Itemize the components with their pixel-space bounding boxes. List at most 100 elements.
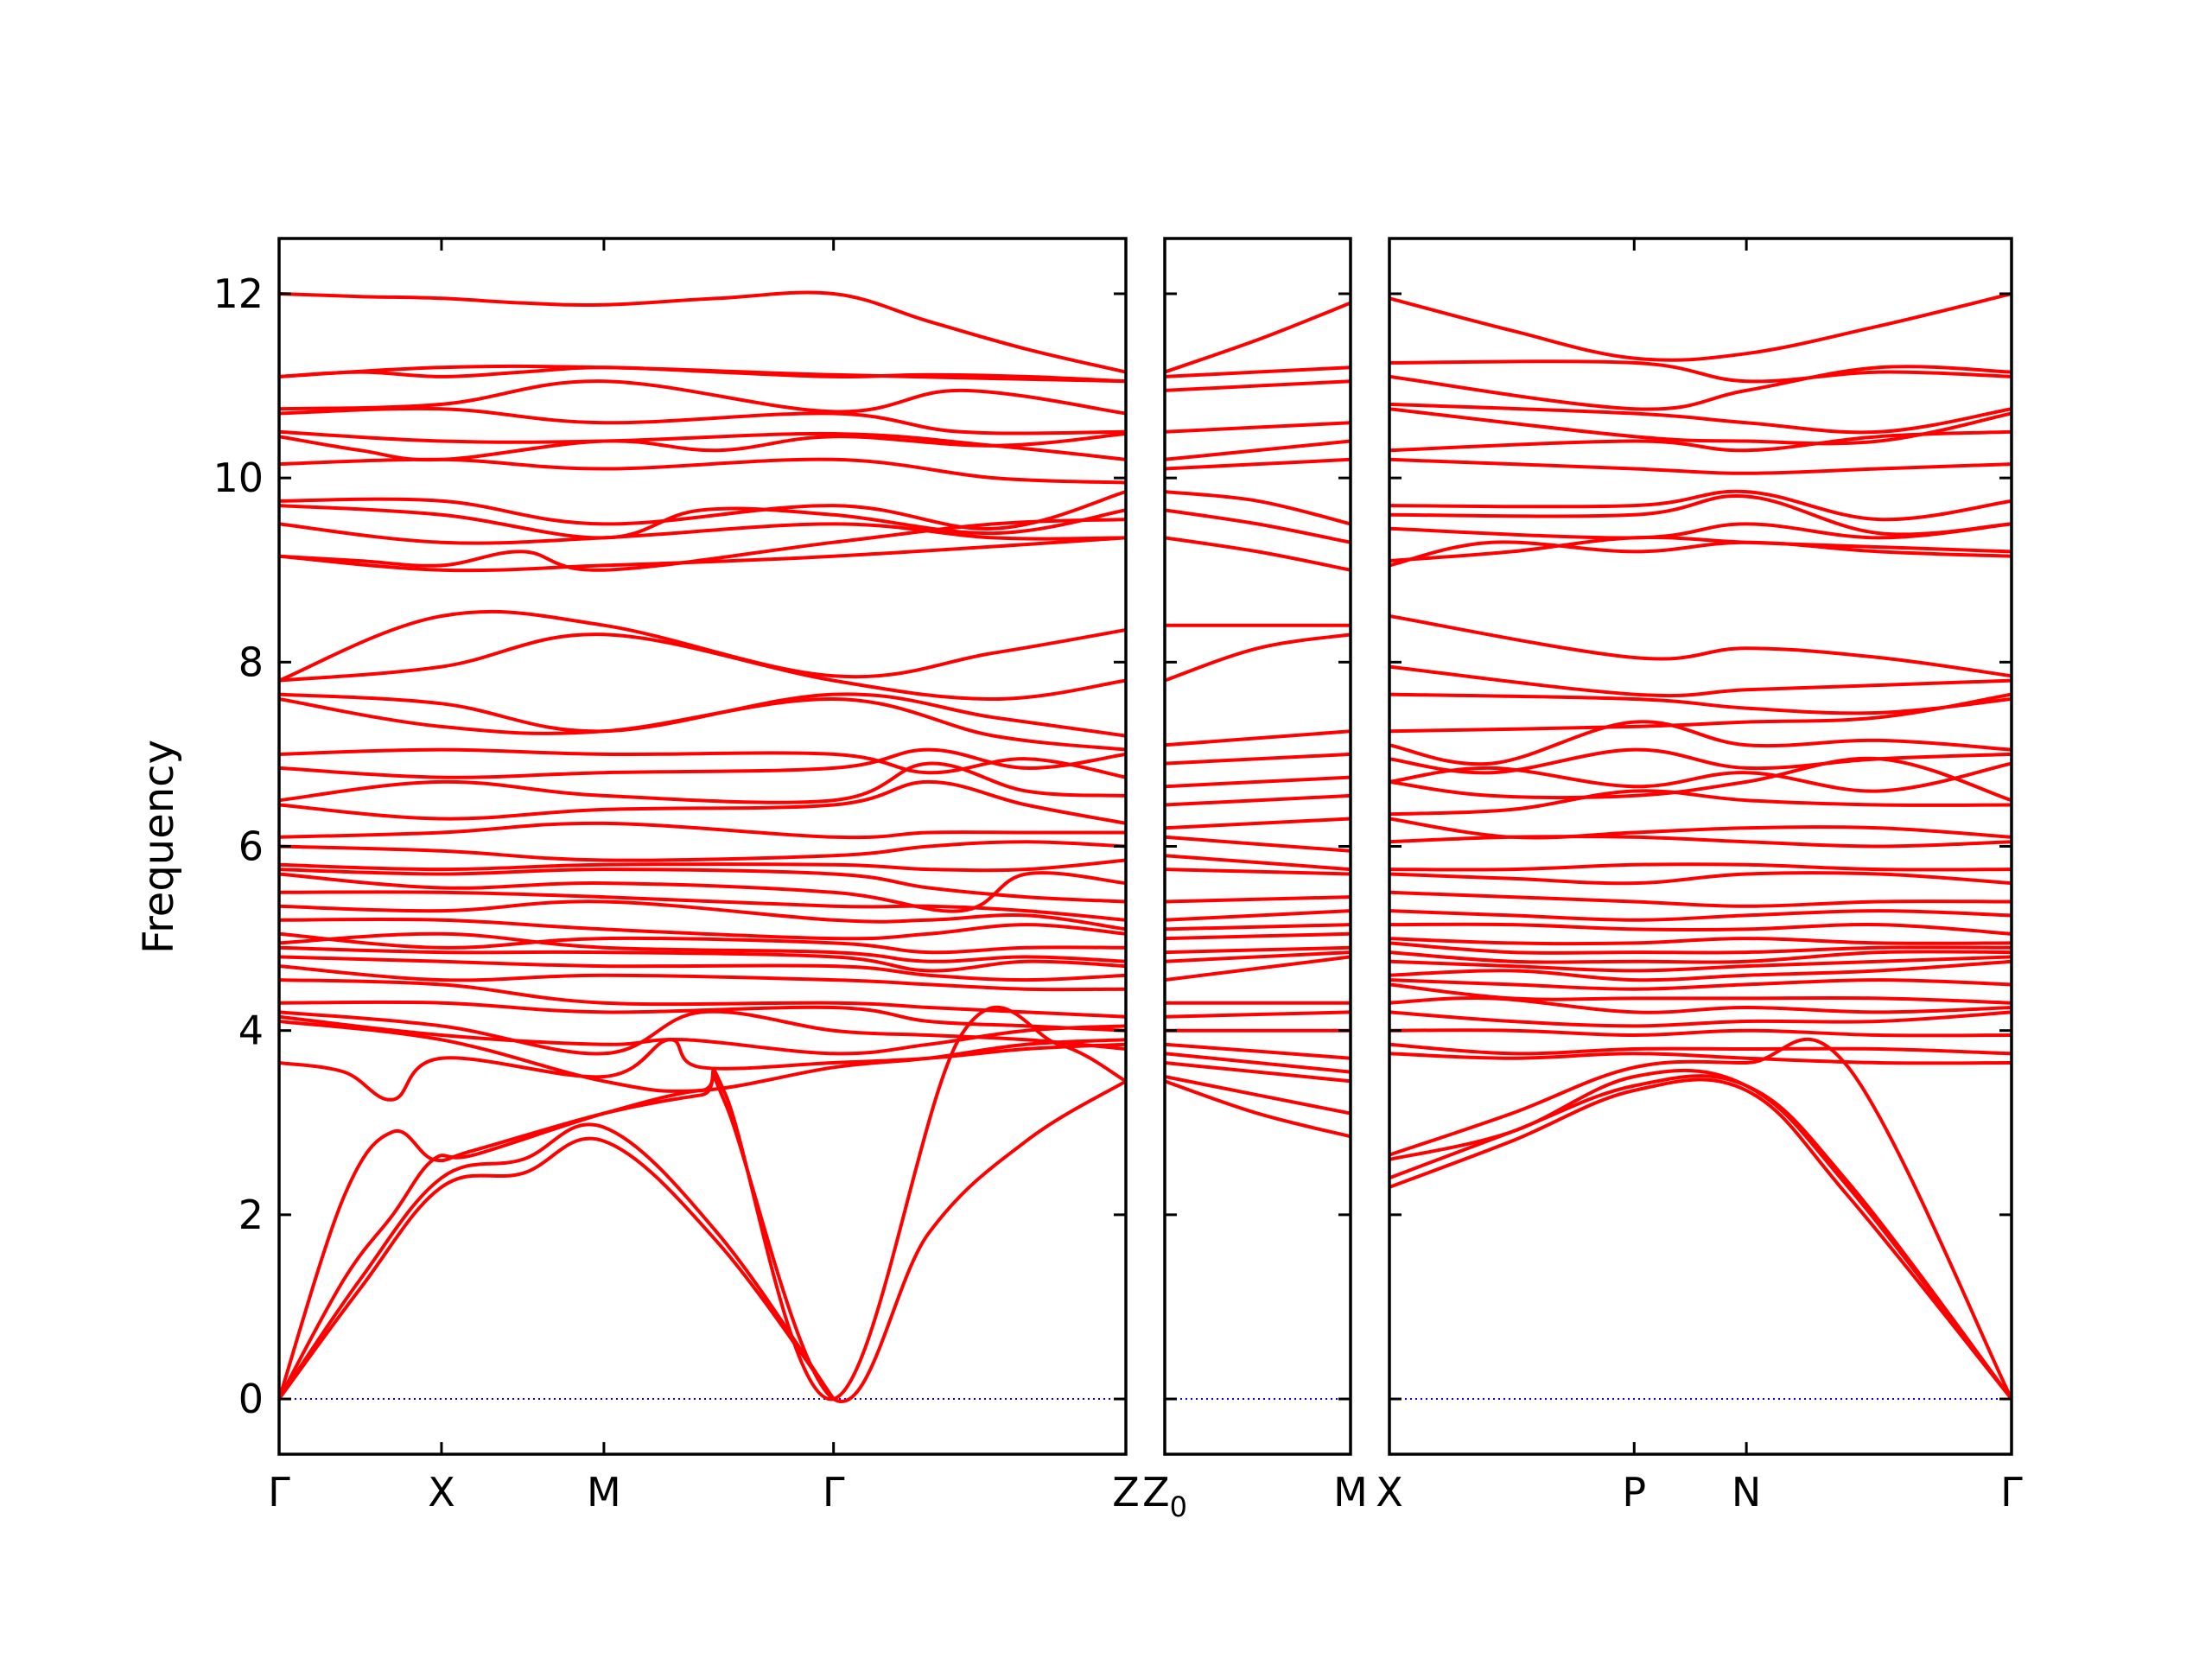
y-tick-label: 8 — [238, 639, 264, 685]
x-tick-label: M — [587, 1469, 621, 1516]
band-line — [279, 1009, 1126, 1056]
band-line — [1389, 536, 2012, 563]
band-line — [279, 868, 1126, 904]
band-line — [1389, 978, 2012, 991]
band-line — [1165, 1061, 1351, 1084]
band-line — [1389, 522, 2012, 540]
y-tick-label: 0 — [238, 1376, 264, 1422]
band-line — [1389, 402, 2012, 435]
band-line — [1389, 789, 2012, 817]
band-line — [279, 871, 1126, 913]
band-line — [279, 1014, 1126, 1056]
band-line — [279, 890, 1126, 922]
x-tick-label: N — [1732, 1469, 1761, 1516]
band-line — [1389, 862, 2012, 872]
x-tick-label: M — [1333, 1469, 1368, 1516]
y-tick-label: 2 — [238, 1192, 264, 1238]
band-line — [1389, 1052, 2012, 1065]
band-line — [279, 1000, 1126, 1033]
band-line — [1389, 756, 2012, 803]
band-line — [1389, 1074, 2012, 1401]
band-line — [1165, 490, 1351, 526]
band-line — [1389, 1042, 2012, 1056]
band-line — [1389, 941, 2012, 955]
band-line — [1165, 457, 1351, 471]
band-line — [1389, 292, 2012, 362]
band-line — [279, 899, 1126, 931]
band-line — [1165, 536, 1351, 572]
band-line — [279, 931, 1126, 963]
panel-2: Z0 M — [1142, 237, 1368, 1523]
band-line — [1165, 775, 1351, 789]
band-line — [279, 761, 1126, 804]
x-tick-label: Z0 — [1142, 1469, 1187, 1523]
band-line — [279, 518, 1126, 572]
band-line — [279, 840, 1126, 862]
band-line — [1389, 1037, 2012, 1401]
band-line — [1389, 955, 2012, 973]
band-line — [1389, 747, 2012, 775]
y-tick-label: 12 — [213, 270, 264, 317]
x-tick-label: P — [1622, 1469, 1646, 1516]
panel-frame — [277, 237, 1128, 1456]
band-line — [1165, 793, 1351, 807]
band-line — [1165, 421, 1351, 434]
band-line — [279, 858, 1126, 873]
band-line — [1389, 890, 2012, 908]
band-line — [279, 432, 1126, 462]
y-tick-label: 10 — [213, 454, 264, 501]
band-line — [1165, 365, 1351, 378]
band-line — [279, 290, 1126, 374]
x-tick-label: Γ — [2000, 1469, 2023, 1516]
band-line — [1389, 489, 2012, 522]
band-line — [1389, 922, 2012, 936]
band-line — [1389, 692, 2012, 734]
band-line — [279, 779, 1126, 825]
band-line — [1165, 1010, 1351, 1019]
band-line — [1165, 508, 1351, 544]
panel-frame — [1163, 237, 1352, 1456]
band-line — [279, 1122, 836, 1401]
band-line — [1165, 1079, 1351, 1139]
y-tick-label: 4 — [238, 1007, 264, 1054]
band-line — [1165, 950, 1351, 963]
band-line — [279, 747, 1126, 779]
band-line — [279, 536, 1126, 573]
band-line — [1389, 1077, 2012, 1401]
x-tick-label: Z — [1112, 1469, 1140, 1516]
band-line — [1389, 359, 2012, 384]
band-line — [1389, 909, 2012, 922]
band-line — [279, 945, 1126, 973]
x-tick-label: Γ — [823, 1469, 845, 1516]
band-line — [279, 522, 1126, 545]
band-line — [279, 1136, 836, 1401]
band-line — [1165, 729, 1351, 747]
band-line — [1389, 540, 2012, 568]
y-tick-label: 6 — [238, 823, 264, 870]
band-line — [279, 632, 1126, 701]
band-line — [1165, 301, 1351, 374]
band-line — [1165, 945, 1351, 955]
y-axis-label: Frequency — [135, 740, 183, 954]
band-line — [1165, 632, 1351, 683]
band-line — [279, 504, 1126, 540]
band-line — [279, 747, 1126, 779]
band-line — [279, 1073, 1126, 1403]
band-line — [279, 978, 1126, 1019]
band-line — [1165, 868, 1351, 876]
band-line — [279, 931, 1126, 955]
band-line — [279, 490, 1126, 531]
band-line — [1165, 931, 1351, 941]
band-line — [1165, 923, 1351, 931]
band-line — [279, 696, 1126, 752]
band-line — [1165, 835, 1351, 853]
band-line — [1165, 909, 1351, 922]
band-line — [1165, 1075, 1351, 1116]
band-line — [1165, 955, 1351, 982]
band-line — [1389, 761, 2012, 793]
band-line — [1389, 614, 2012, 678]
band-line — [279, 379, 1126, 416]
